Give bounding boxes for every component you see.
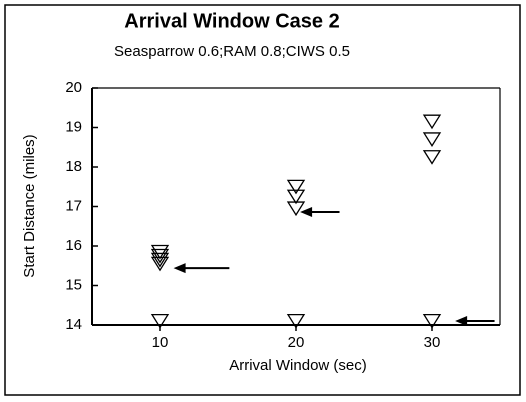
- point: [286, 189, 306, 205]
- y-tick-label: 14: [65, 316, 82, 333]
- x-axis-label: Arrival Window (sec): [229, 357, 367, 374]
- y-tick-label: 15: [65, 276, 82, 293]
- y-tick-label: 18: [65, 158, 82, 175]
- y-tick-label: 19: [65, 118, 82, 135]
- chart-title: Arrival Window Case 2: [124, 10, 339, 32]
- point: [286, 313, 306, 329]
- point: [422, 150, 442, 165]
- point: [422, 313, 442, 329]
- arrow-head: [173, 263, 186, 274]
- point: [422, 132, 442, 147]
- point: [150, 248, 170, 264]
- y-tick-label: 20: [65, 79, 82, 96]
- point: [286, 179, 306, 195]
- point: [422, 114, 442, 130]
- point: [150, 313, 170, 329]
- arrow-head: [300, 207, 313, 218]
- chart-subtitle: Seasparrow 0.6;RAM 0.8;CIWS 0.5: [114, 43, 350, 60]
- point: [150, 256, 170, 272]
- point: [150, 252, 170, 268]
- point: [150, 244, 170, 260]
- x-tick-label: 20: [288, 334, 305, 351]
- y-tick-label: 16: [65, 237, 82, 254]
- x-tick-label: 10: [152, 334, 169, 351]
- frame: [4, 4, 521, 396]
- point: [286, 201, 306, 217]
- arrow-head: [455, 316, 468, 327]
- y-axis-label: Start Distance (miles): [21, 134, 38, 277]
- x-tick-label: 30: [424, 334, 441, 351]
- y-tick-label: 17: [65, 197, 82, 214]
